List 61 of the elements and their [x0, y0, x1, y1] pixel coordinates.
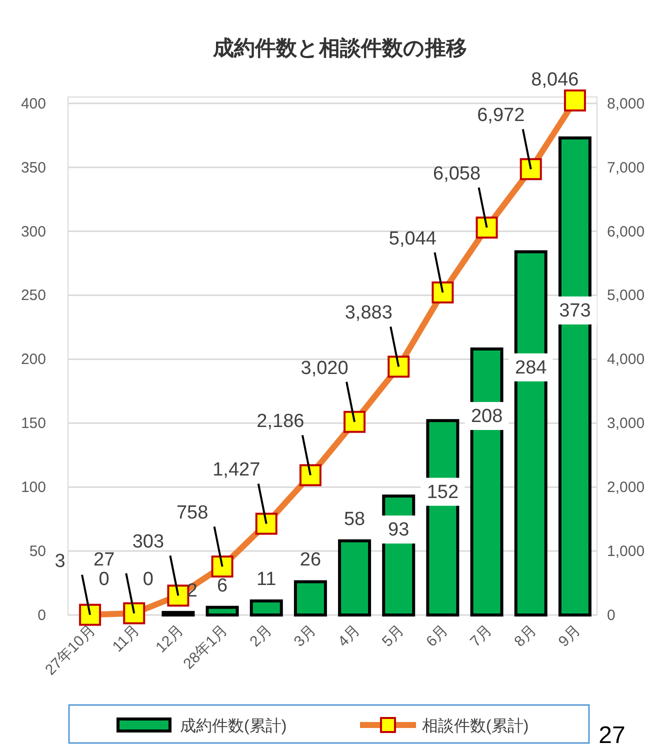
bar [206, 606, 239, 616]
y2-tick-label: 0 [607, 607, 616, 624]
y2-tick-label: 5,000 [607, 287, 645, 304]
data-label: 6,972 [477, 105, 525, 126]
y2-tick-label: 4,000 [607, 351, 645, 368]
data-label: 284 [515, 357, 548, 378]
y2-tick-label: 6,000 [607, 223, 645, 240]
y2-tick-label: 3,000 [607, 415, 645, 432]
bar [338, 539, 372, 616]
bar [162, 610, 195, 616]
x-tick-label: 2月 [246, 622, 276, 650]
chart-title: 成約件数と相談件数の推移 [212, 37, 467, 60]
y-tick-label: 150 [20, 415, 46, 432]
y-tick-label: 100 [20, 479, 46, 496]
y-tick-label: 300 [20, 223, 46, 240]
x-tick-label: 7月 [467, 622, 496, 650]
bar [294, 580, 327, 616]
bar [250, 599, 283, 616]
y-tick-label: 200 [20, 351, 46, 368]
y-tick-label: 250 [20, 287, 46, 304]
y2-tick-label: 7,000 [607, 159, 645, 176]
data-label: 3,883 [344, 302, 392, 324]
data-label: 373 [559, 300, 591, 322]
y2-tick-label: 2,000 [607, 479, 645, 496]
text: 27 [598, 722, 626, 749]
y-tick-label: 400 [20, 95, 46, 112]
data-label: 0 [142, 569, 154, 590]
y-tick-label: 0 [38, 607, 46, 624]
data-label: 8,046 [531, 69, 579, 90]
legend-label: 相談件数(累計) [422, 717, 529, 735]
y2-tick-label: 8,000 [607, 95, 645, 112]
x-tick-label: 8月 [511, 622, 540, 650]
x-tick-label: 12月 [152, 622, 188, 656]
data-label: 6,058 [433, 164, 481, 185]
data-label: 1,427 [212, 460, 260, 481]
x-tick-label: 27年10月 [42, 622, 99, 679]
data-label: 303 [132, 532, 164, 553]
x-tick-label: 3月 [290, 622, 320, 650]
data-label: 152 [426, 482, 459, 503]
data-label: 11 [256, 568, 276, 590]
legend-label: 成約件数(累計) [180, 717, 287, 735]
y-tick-label: 350 [20, 159, 46, 176]
data-label: 26 [300, 550, 322, 571]
data-label: 6 [217, 575, 228, 596]
data-label: 3,020 [300, 358, 348, 379]
x-tick-label: 9月 [555, 622, 584, 650]
data-label: 27 [94, 549, 115, 570]
y-tick-label: 50 [29, 543, 46, 560]
data-label: 3 [54, 550, 66, 572]
data-label: 5,044 [388, 228, 437, 250]
x-tick-label: 5月 [378, 622, 408, 650]
x-tick-label: 11月 [109, 622, 143, 656]
data-label: 2,186 [256, 411, 304, 432]
x-tick-label: 6月 [423, 622, 452, 650]
x-tick-label: 4月 [334, 622, 364, 650]
data-label: 758 [176, 502, 208, 524]
y2-tick-label: 1,000 [607, 543, 645, 560]
data-label: 58 [344, 508, 366, 530]
data-label: 0 [98, 569, 110, 590]
data-label: 208 [470, 406, 503, 427]
data-label: 93 [388, 520, 410, 541]
